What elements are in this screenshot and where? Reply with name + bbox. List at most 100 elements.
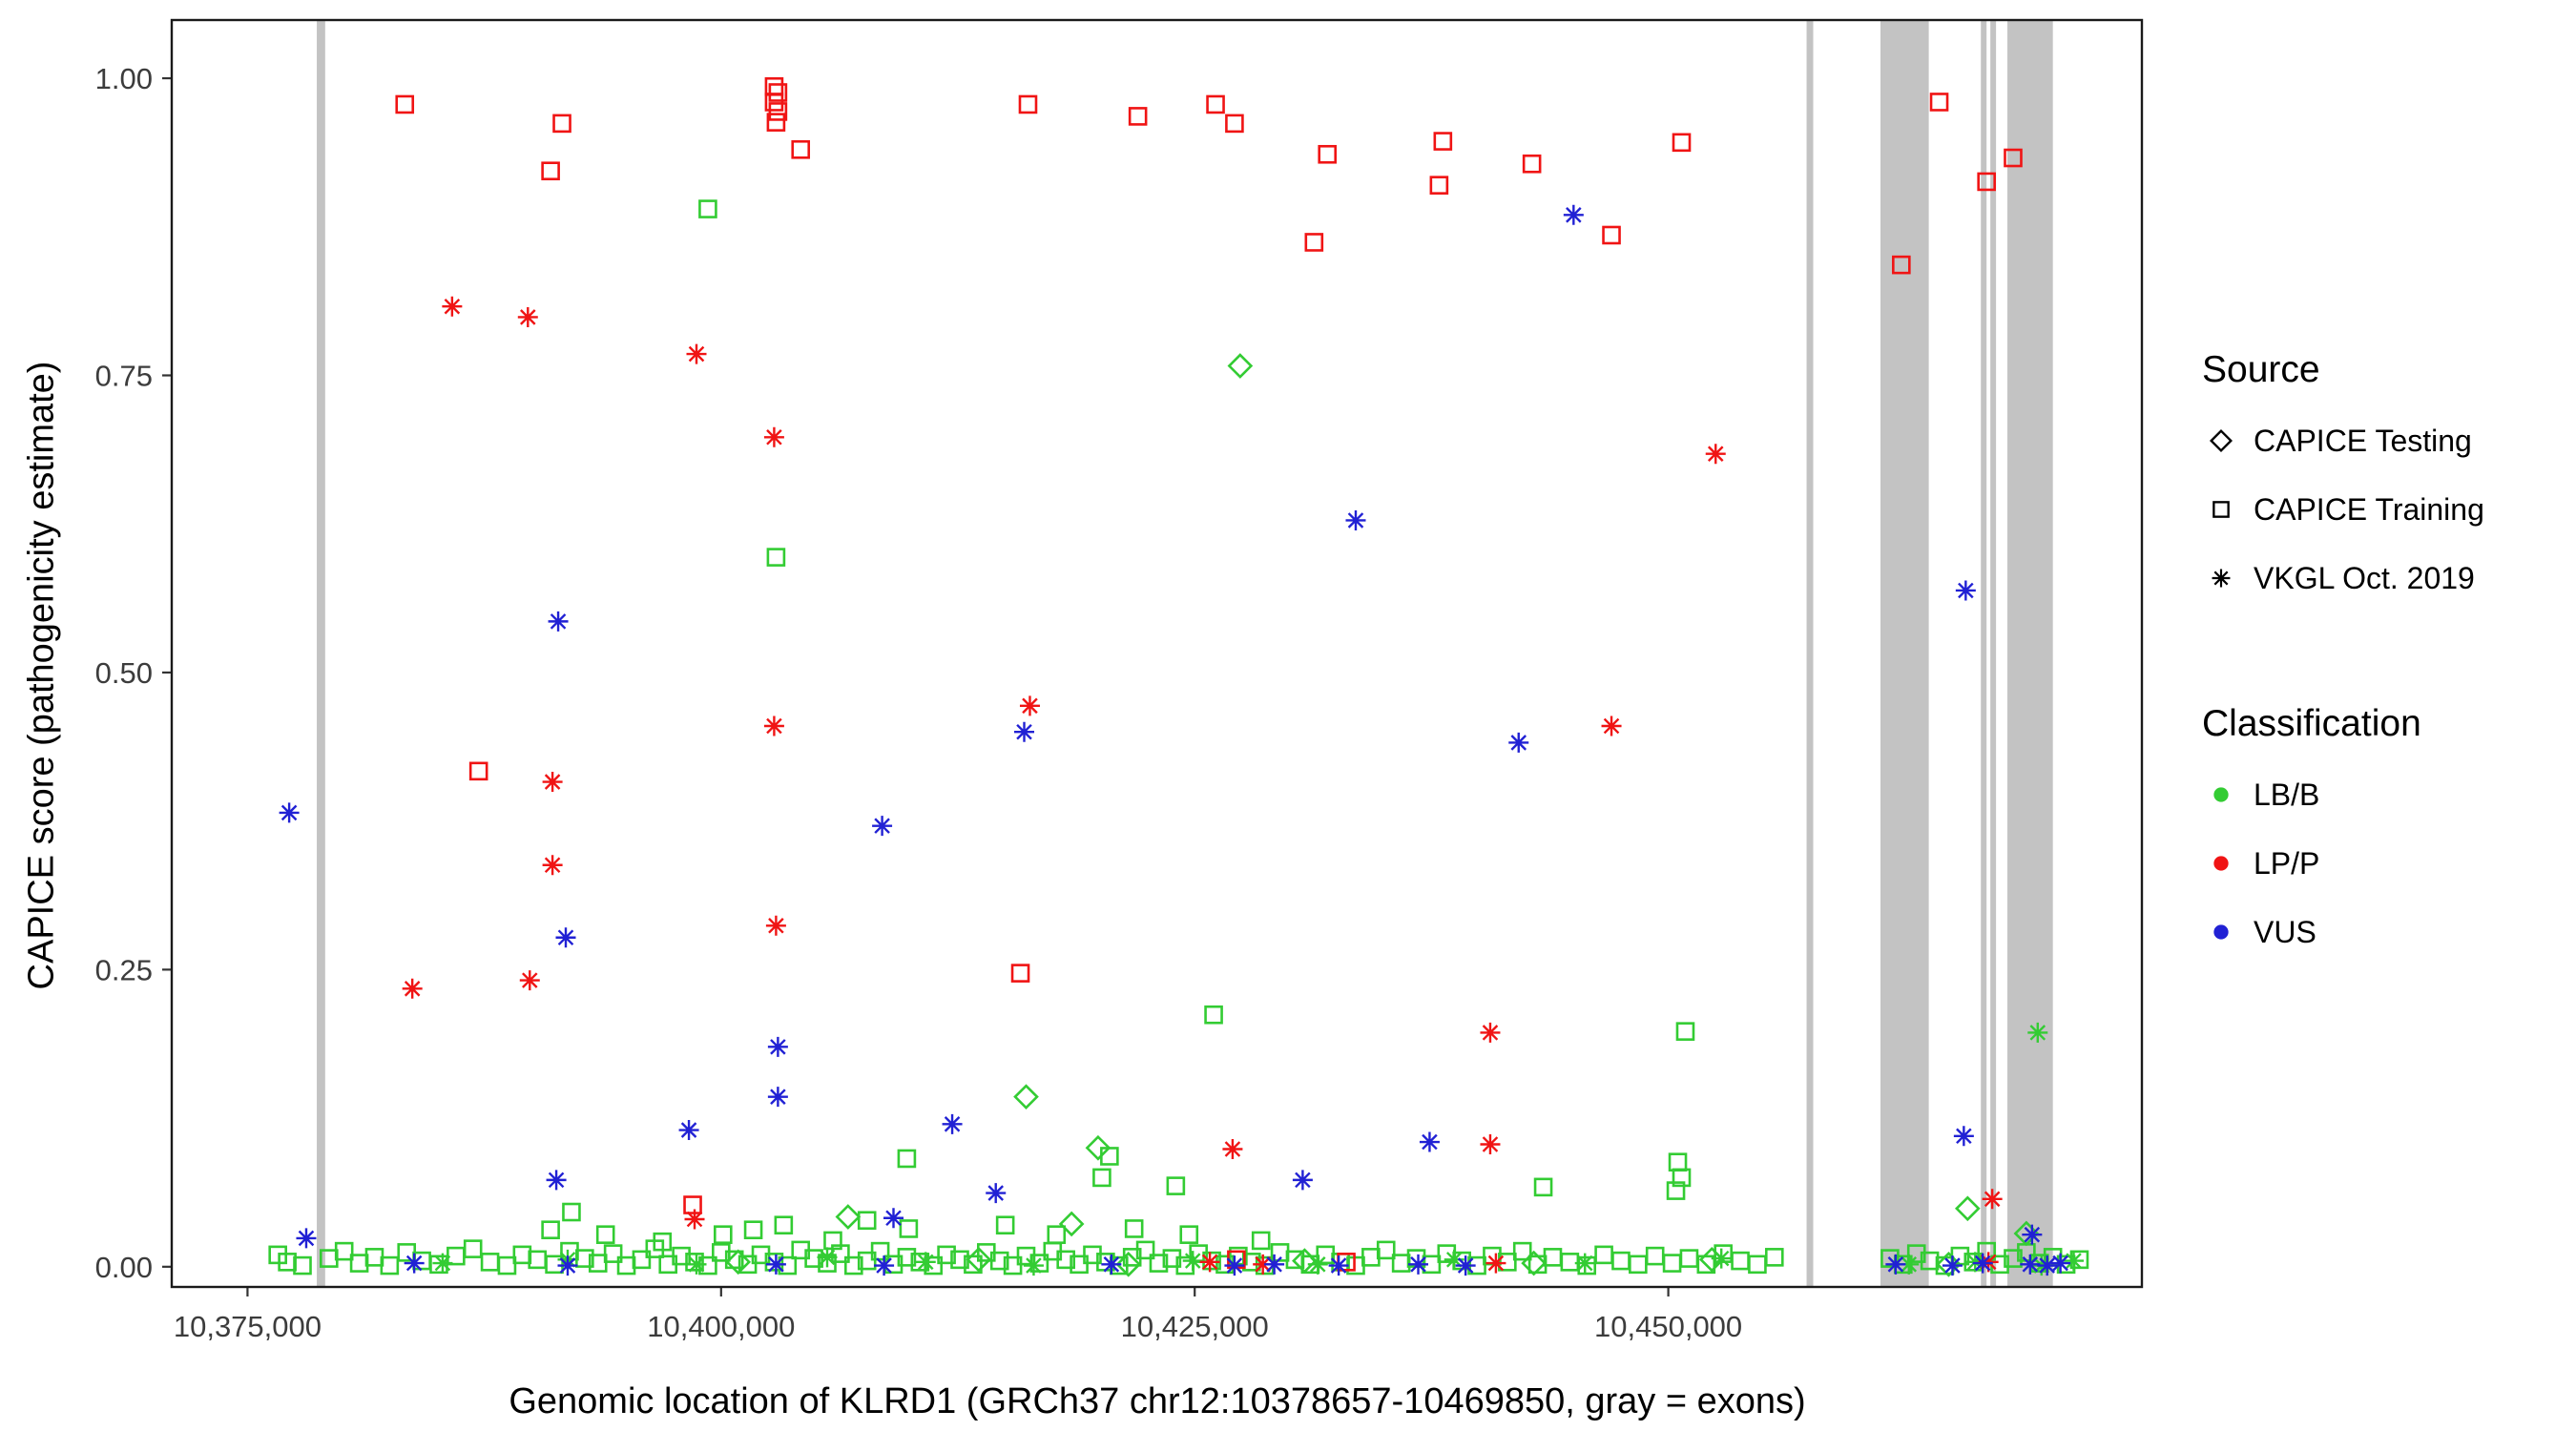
data-point-asterisk	[765, 915, 786, 936]
series-training-lbb	[268, 199, 2089, 1275]
x-tick-label: 10,425,000	[1121, 1310, 1269, 1343]
data-point-square	[1543, 1248, 1563, 1267]
data-point-asterisk	[2020, 1254, 2041, 1275]
circle-icon	[2213, 856, 2229, 871]
asterisk-icon	[2212, 569, 2231, 588]
data-point-asterisk	[442, 296, 463, 317]
y-axis-title: CAPICE score (pathogenicity estimate)	[21, 361, 62, 990]
data-point-square	[293, 1255, 312, 1275]
data-point-square	[768, 83, 788, 102]
circle-glyph	[2213, 787, 2229, 802]
data-point-square	[595, 1225, 615, 1244]
data-point-square	[857, 1211, 877, 1231]
circle-glyph	[2213, 924, 2229, 940]
data-point-square	[603, 1244, 623, 1263]
data-point-diamond	[835, 1204, 862, 1230]
series-vkgl-lbb	[432, 1022, 2085, 1276]
data-point-square	[964, 1255, 983, 1275]
data-point-square	[995, 1215, 1015, 1235]
data-point-square	[768, 102, 788, 121]
legend-item-classification-1: LP/P	[2202, 829, 2572, 898]
data-point-asterisk	[542, 772, 563, 793]
data-point-square	[672, 1246, 691, 1266]
data-point-square	[1318, 144, 1338, 164]
data-point-asterisk	[765, 1254, 786, 1275]
data-point-square	[857, 1251, 877, 1271]
data-point-square	[1206, 94, 1225, 114]
data-point-asterisk	[1182, 1251, 1203, 1272]
exon-band	[1990, 20, 1997, 1287]
data-point-square	[1149, 1254, 1169, 1273]
data-point-square	[447, 1246, 466, 1266]
data-point-asterisk	[684, 1209, 705, 1230]
data-point-asterisk	[1601, 716, 1622, 736]
data-point-asterisk	[555, 927, 576, 948]
data-point-asterisk	[1563, 204, 1584, 225]
data-point-square	[1675, 1022, 1695, 1041]
data-point-asterisk	[1485, 1253, 1506, 1274]
data-point-asterisk	[1480, 1134, 1501, 1155]
data-point-asterisk	[1307, 1254, 1328, 1275]
legend-item-label: VKGL Oct. 2019	[2254, 560, 2475, 595]
data-point-square	[1602, 225, 1621, 245]
legend-classification-title: Classification	[2202, 703, 2421, 744]
data-point-square	[937, 1245, 956, 1265]
legend-item-label: LB/B	[2254, 777, 2320, 812]
data-point-asterisk	[942, 1113, 963, 1134]
data-point-diamond	[725, 1249, 752, 1275]
legend-item-label: CAPICE Testing	[2254, 423, 2472, 458]
data-point-asterisk	[2027, 1022, 2048, 1043]
data-point-square	[1498, 1253, 1517, 1272]
diamond-icon	[2209, 428, 2233, 453]
legend-item-classification-2: VUS	[2202, 898, 2572, 966]
data-point-asterisk	[1942, 1255, 1963, 1276]
data-point-asterisk	[519, 970, 540, 991]
data-point-asterisk	[557, 1255, 578, 1276]
exon-band	[1981, 20, 1987, 1287]
data-point-square	[1594, 1245, 1613, 1265]
data-point-asterisk	[1955, 580, 1976, 601]
data-point-square	[1225, 114, 1244, 134]
data-point-square	[541, 161, 560, 181]
data-point-asterisk	[1014, 721, 1035, 742]
data-point-square	[1070, 1255, 1089, 1275]
circle-icon	[2213, 787, 2229, 802]
data-point-square	[764, 93, 784, 112]
data-point-asterisk	[1019, 695, 1040, 716]
y-tick-label: 0.50	[95, 656, 153, 690]
data-point-square	[698, 1255, 717, 1275]
data-point-asterisk	[915, 1252, 936, 1273]
data-point-asterisk	[2022, 1224, 2043, 1245]
data-point-square	[989, 1251, 1009, 1271]
data-point-square	[1433, 132, 1453, 151]
data-point-diamond	[1521, 1250, 1547, 1276]
data-point-asterisk	[1292, 1170, 1313, 1191]
data-point-square	[334, 1241, 354, 1261]
data-point-square	[397, 1243, 417, 1262]
data-point-asterisk	[1711, 1248, 1732, 1269]
axes: 10,375,000 10,400,000 10,425,000 10,450,000…	[95, 62, 1743, 1343]
data-point-square	[1929, 93, 1949, 112]
data-point-square	[1361, 1248, 1381, 1267]
data-point-asterisk	[1224, 1255, 1245, 1276]
data-point-square	[1577, 1255, 1597, 1275]
circle-icon	[2213, 924, 2229, 940]
data-point-asterisk	[686, 343, 707, 364]
data-point-square	[1429, 176, 1449, 195]
data-point-square	[685, 1253, 704, 1272]
legend: Source CAPICE Testing CAPICE Training VKGL…	[2202, 349, 2572, 966]
data-point-square	[764, 1253, 784, 1272]
exon-bands	[317, 20, 2053, 1287]
legend-item-source-2: VKGL Oct. 2019	[2202, 544, 2572, 612]
data-point-square	[778, 1255, 798, 1275]
data-point-square	[897, 1248, 917, 1267]
data-point-square	[1668, 1152, 1688, 1172]
data-point-square	[1135, 1240, 1155, 1260]
data-point-square	[774, 1215, 794, 1235]
data-point-square	[1533, 1177, 1553, 1197]
data-point-square	[1092, 1168, 1111, 1188]
diamond-glyph	[2209, 428, 2233, 453]
data-point-asterisk	[1253, 1254, 1274, 1275]
